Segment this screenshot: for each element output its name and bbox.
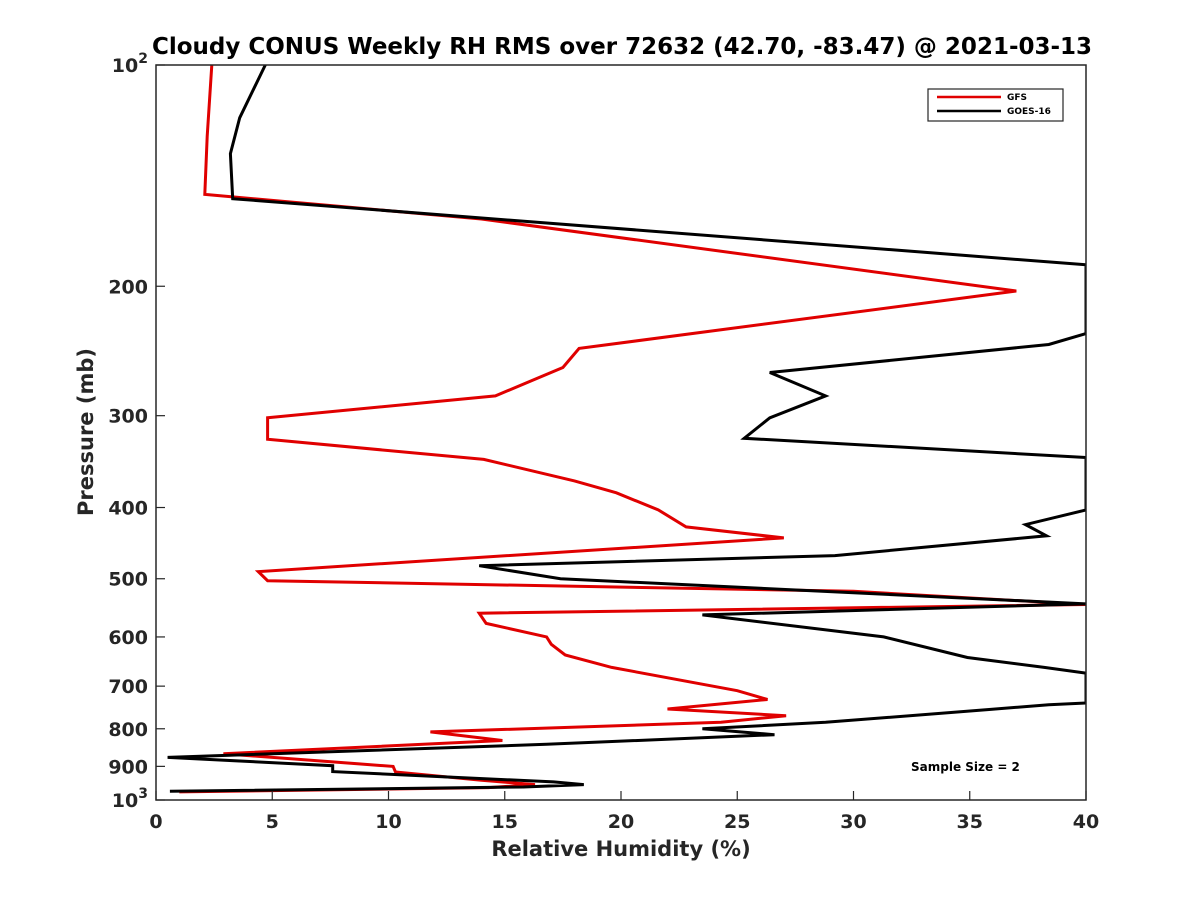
legend-label-goes16: GOES-16 bbox=[1007, 107, 1051, 117]
y-tick-label: 103 bbox=[112, 786, 148, 812]
legend: GFS GOES-16 bbox=[927, 88, 1064, 122]
y-tick-label: 600 bbox=[108, 627, 148, 649]
legend-box bbox=[927, 88, 1064, 122]
y-tick-label: 700 bbox=[108, 676, 148, 698]
y-tick-label: 800 bbox=[108, 719, 148, 741]
legend-label-gfs: GFS bbox=[1007, 93, 1027, 103]
sample-size-annotation: Sample Size = 2 bbox=[911, 760, 1020, 774]
series-layer bbox=[167, 65, 1086, 794]
x-tick-label: 40 bbox=[1073, 811, 1099, 833]
x-axis-ticks: 0 5 10 15 20 25 30 35 40 bbox=[149, 791, 1099, 833]
x-tick-label: 35 bbox=[957, 811, 983, 833]
series-line-gfs bbox=[179, 65, 1086, 794]
y-tick-label: 300 bbox=[108, 406, 148, 428]
x-axis-label: Relative Humidity (%) bbox=[491, 837, 750, 861]
y-axis-ticks: 102 200 300 400 500 600 700 800 900 103 bbox=[108, 51, 165, 812]
y-tick-label: 400 bbox=[108, 498, 148, 520]
y-tick-label: 900 bbox=[108, 756, 148, 778]
x-tick-label: 5 bbox=[266, 811, 279, 833]
y-axis-label: Pressure (mb) bbox=[74, 348, 98, 516]
y-tick-label: 200 bbox=[108, 276, 148, 298]
x-tick-label: 30 bbox=[840, 811, 866, 833]
x-tick-label: 10 bbox=[375, 811, 401, 833]
series-line-goes16 bbox=[167, 65, 1086, 793]
x-tick-label: 0 bbox=[149, 811, 162, 833]
y-tick-label: 500 bbox=[108, 569, 148, 591]
x-tick-label: 20 bbox=[608, 811, 634, 833]
chart-title: Cloudy CONUS Weekly RH RMS over 72632 (4… bbox=[152, 34, 1092, 60]
y-tick-label: 102 bbox=[112, 51, 148, 77]
x-tick-label: 25 bbox=[724, 811, 750, 833]
plot-area-frame bbox=[155, 64, 1087, 801]
x-tick-label: 15 bbox=[492, 811, 518, 833]
